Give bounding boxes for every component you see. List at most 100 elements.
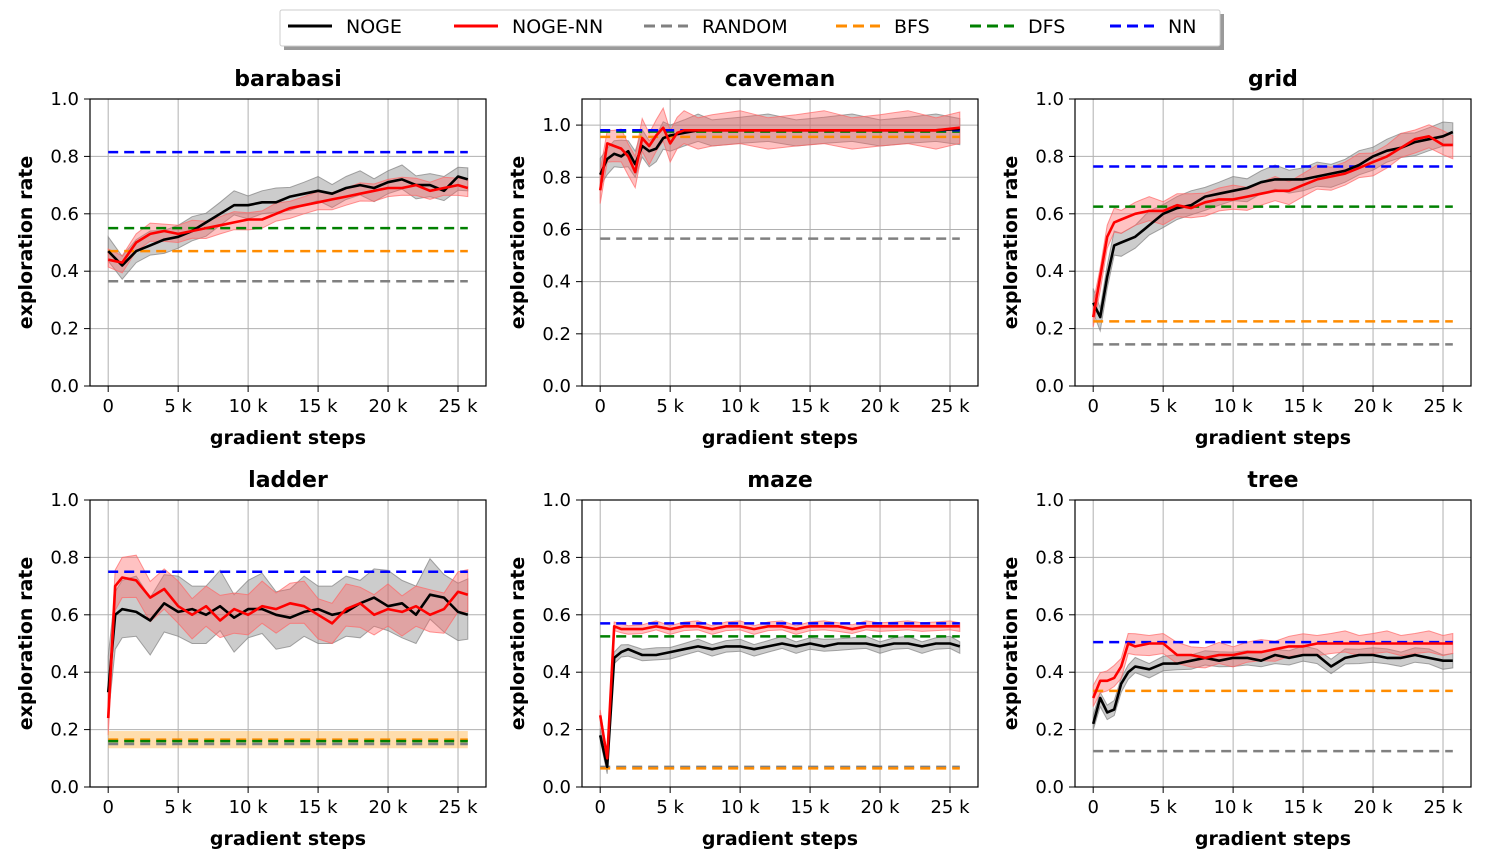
band-noge-nn-maze: [599, 620, 961, 764]
band-noge-nn-grid: [1092, 124, 1454, 327]
panel-title-ladder: ladder: [248, 468, 328, 493]
panel-title-grid: grid: [1248, 67, 1298, 92]
xlabel-grid: gradient steps: [1195, 427, 1351, 449]
ytick-label: 1.0: [1035, 490, 1064, 511]
ytick-label: 0.2: [50, 319, 79, 340]
xtick-label: 0: [1087, 797, 1098, 818]
ylabel-barabasi: exploration rate: [15, 156, 37, 329]
band-noge-nn-caveman: [599, 106, 961, 204]
xtick-label: 5 k: [1149, 396, 1177, 417]
ytick-label: 0.8: [50, 547, 79, 568]
xtick-label: 20 k: [861, 797, 901, 818]
xtick-label: 25 k: [438, 797, 478, 818]
xtick-label: 10 k: [229, 396, 269, 417]
panel-caveman: 0 5 k 10 k 15 k 20 k 25 k 0.0 0.2 0.4 0.6 0.8 1.0 ca…: [507, 67, 979, 449]
series-noge-nn-maze: [598, 625, 960, 760]
series-noge-nn-ladder: [106, 576, 469, 719]
ytick-label: 0.8: [50, 146, 79, 167]
xtick-label: 20 k: [1354, 797, 1394, 818]
panel-maze: 0 5 k 10 k 15 k 20 k 25 k 0.0 0.2 0.4 0.6 0.8 1.0 ma…: [507, 468, 979, 850]
xtick-label: 15 k: [1284, 396, 1324, 417]
xtick-label: 10 k: [721, 797, 761, 818]
xtick-label: 15 k: [1284, 797, 1324, 818]
xlabel-maze: gradient steps: [702, 828, 858, 850]
ytick-label: 0.6: [1035, 605, 1064, 626]
xlabel-barabasi: gradient steps: [210, 427, 366, 449]
xtick-label: 15 k: [299, 396, 339, 417]
xtick-label: 10 k: [1214, 797, 1254, 818]
ytick-label: 0.0: [1035, 376, 1064, 397]
ytick-label: 1.0: [50, 490, 79, 511]
xlabel-ladder: gradient steps: [210, 828, 366, 850]
axes-frame-tree: [1074, 499, 1472, 788]
xtick-label: 5 k: [656, 396, 684, 417]
legend-box: [279, 9, 1221, 47]
axes-frame-grid: [1074, 98, 1472, 387]
ytick-label: 0.0: [542, 376, 571, 397]
xtick-label: 5 k: [1149, 797, 1177, 818]
xtick-label: 5 k: [164, 797, 192, 818]
xtick-label: 10 k: [721, 396, 761, 417]
series-noge-maze: [598, 642, 961, 769]
ytick-label: 0.4: [1035, 261, 1064, 282]
xtick-label: 20 k: [369, 797, 409, 818]
series-noge-nn-caveman: [598, 126, 960, 191]
legend-label-nn: NN: [1168, 16, 1196, 38]
ytick-label: 0.4: [50, 261, 79, 282]
xtick-label: 10 k: [229, 797, 269, 818]
ytick-label: 1.0: [542, 490, 571, 511]
xtick-label: 20 k: [861, 396, 901, 417]
axes-frame-barabasi: [89, 98, 487, 387]
ytick-label: 0.2: [1035, 720, 1064, 741]
xtick-label: 10 k: [1214, 396, 1254, 417]
ytick-label: 0.4: [1035, 662, 1064, 683]
xtick-label: 25 k: [438, 396, 478, 417]
xtick-label: 15 k: [299, 797, 339, 818]
ytick-label: 0.6: [50, 605, 79, 626]
series-noge-nn-grid: [1091, 135, 1453, 318]
ylabel-maze: exploration rate: [507, 557, 529, 730]
xtick-label: 5 k: [656, 797, 684, 818]
xlabel-tree: gradient steps: [1195, 828, 1351, 850]
ytick-label: 0.0: [50, 376, 79, 397]
ytick-label: 0.2: [1035, 319, 1064, 340]
legend-label-dfs: DFS: [1028, 16, 1065, 38]
ylabel-caveman: exploration rate: [507, 156, 529, 329]
ytick-label: 0.0: [542, 777, 571, 798]
ytick-label: 0.8: [542, 167, 571, 188]
xtick-label: 0: [102, 797, 113, 818]
ytick-label: 0.2: [542, 720, 571, 741]
ytick-label: 0.0: [1035, 777, 1064, 798]
legend-label-noge: NOGE: [346, 16, 402, 38]
ytick-label: 0.8: [542, 547, 571, 568]
panel-grid: 0 5 k 10 k 15 k 20 k 25 k 0.0 0.2 0.4 0.6 0.8 1.0 gr…: [1000, 67, 1472, 449]
xtick-label: 0: [102, 396, 113, 417]
panel-title-caveman: caveman: [725, 67, 836, 92]
ytick-label: 0.6: [542, 219, 571, 240]
legend-label-noge-nn: NOGE-NN: [512, 16, 603, 38]
panel-title-maze: maze: [747, 468, 813, 493]
legend-label-bfs: BFS: [894, 16, 930, 38]
ytick-label: 0.8: [1035, 146, 1064, 167]
ytick-label: 0.4: [50, 662, 79, 683]
axes-frame-ladder: [89, 499, 487, 788]
xtick-label: 25 k: [930, 797, 970, 818]
ytick-label: 0.6: [50, 204, 79, 225]
band-noge-maze: [599, 635, 961, 774]
panel-ladder: 0 5 k 10 k 15 k 20 k 25 k 0.0 0.2 0.4 0.6 0.8 1.0 la…: [15, 468, 487, 850]
ytick-label: 1.0: [50, 89, 79, 110]
series-noge-nn-barabasi: [107, 183, 469, 264]
xtick-label: 0: [1087, 396, 1098, 417]
panel-barabasi: 0 5 k 10 k 15 k 20 k 25 k 0.0 0.2 0.4 0.6 0.8 1.0 ba…: [15, 67, 487, 449]
ytick-label: 0.2: [542, 324, 571, 345]
xtick-label: 15 k: [791, 797, 831, 818]
band-noge-ladder: [107, 557, 469, 717]
series-noge-tree: [1091, 653, 1453, 725]
ylabel-ladder: exploration rate: [15, 557, 37, 730]
xtick-label: 0: [594, 797, 605, 818]
xlabel-caveman: gradient steps: [702, 427, 858, 449]
xtick-label: 25 k: [1423, 797, 1463, 818]
xtick-label: 15 k: [791, 396, 831, 417]
ytick-label: 0.2: [50, 720, 79, 741]
